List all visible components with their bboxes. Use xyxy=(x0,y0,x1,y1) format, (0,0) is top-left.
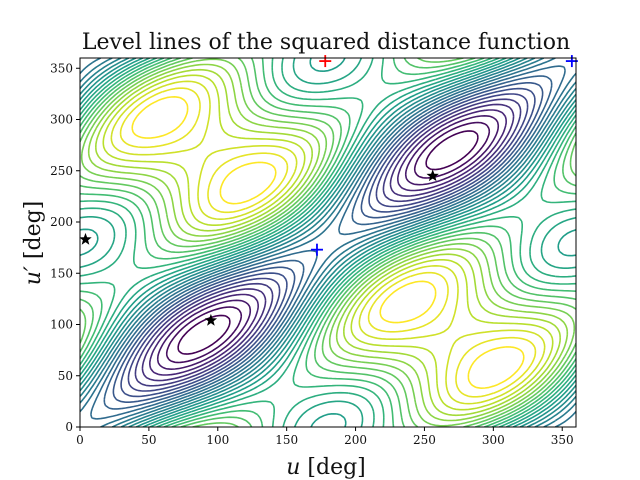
contour-level xyxy=(156,115,500,370)
contour-level xyxy=(165,121,491,364)
x-tick-label: 0 xyxy=(76,433,84,447)
y-tick-label: 150 xyxy=(50,266,73,280)
y-axis-unit: [deg] xyxy=(21,201,46,259)
contour-level xyxy=(112,82,544,403)
star-marker xyxy=(204,313,218,326)
contour-level xyxy=(80,58,576,427)
contour-level xyxy=(102,74,554,411)
x-axis-unit: [deg] xyxy=(307,455,365,480)
x-tick-label: 100 xyxy=(206,433,229,447)
contour-lines xyxy=(80,58,576,427)
contour-level xyxy=(80,58,576,427)
contour-level xyxy=(80,58,576,427)
plus-marker xyxy=(319,55,332,68)
contour-level xyxy=(90,65,566,420)
x-tick-label: 50 xyxy=(141,433,156,447)
y-tick-label: 50 xyxy=(58,369,73,383)
star-marker xyxy=(426,169,439,182)
x-axis-label: u [deg] xyxy=(286,455,366,480)
x-tick-label: 150 xyxy=(275,433,298,447)
contour-level xyxy=(80,58,576,427)
contour-level xyxy=(149,109,507,376)
x-tick-label: 250 xyxy=(413,433,436,447)
star-marker xyxy=(79,232,92,245)
y-axis-variable: u′ xyxy=(21,266,46,285)
y-tick-label: 100 xyxy=(50,318,73,332)
contour-level xyxy=(80,58,576,427)
contour-level xyxy=(80,58,576,427)
x-tick-label: 300 xyxy=(482,433,505,447)
plot-frame xyxy=(79,57,577,428)
contour-level xyxy=(141,103,515,382)
contour-level xyxy=(80,58,576,427)
contour-level xyxy=(87,63,569,422)
contour-level xyxy=(80,58,576,427)
contour-level xyxy=(80,58,576,427)
contour-level xyxy=(95,68,561,417)
chart-title: Level lines of the squared distance func… xyxy=(82,30,570,55)
plus-marker xyxy=(310,243,323,256)
y-tick-label: 200 xyxy=(50,215,73,229)
x-tick-label: 350 xyxy=(551,433,574,447)
contour-level xyxy=(80,58,576,427)
contour-level xyxy=(131,96,525,389)
y-tick-label: 0 xyxy=(65,420,73,434)
contour-level xyxy=(80,58,576,427)
contour-level xyxy=(80,58,576,427)
contour-level xyxy=(103,75,553,410)
contour-level xyxy=(134,98,522,387)
y-tick-label: 350 xyxy=(50,61,73,75)
x-tick-label: 200 xyxy=(344,433,367,447)
y-tick-label: 300 xyxy=(50,113,73,127)
y-axis-label: u′ [deg] xyxy=(21,201,46,286)
contour-level xyxy=(120,87,536,398)
contour-level xyxy=(110,80,546,405)
y-axis-ticks: 0 50 100 150 200 250 300 350 xyxy=(50,61,80,434)
y-tick-label: 250 xyxy=(50,164,73,178)
x-axis-variable: u xyxy=(286,455,300,480)
x-axis-ticks: 0 50 100 150 200 250 300 350 xyxy=(76,427,574,447)
contour-level xyxy=(177,130,479,355)
contour-level xyxy=(127,93,529,392)
contour-level xyxy=(119,87,537,398)
contour-level xyxy=(80,58,576,427)
